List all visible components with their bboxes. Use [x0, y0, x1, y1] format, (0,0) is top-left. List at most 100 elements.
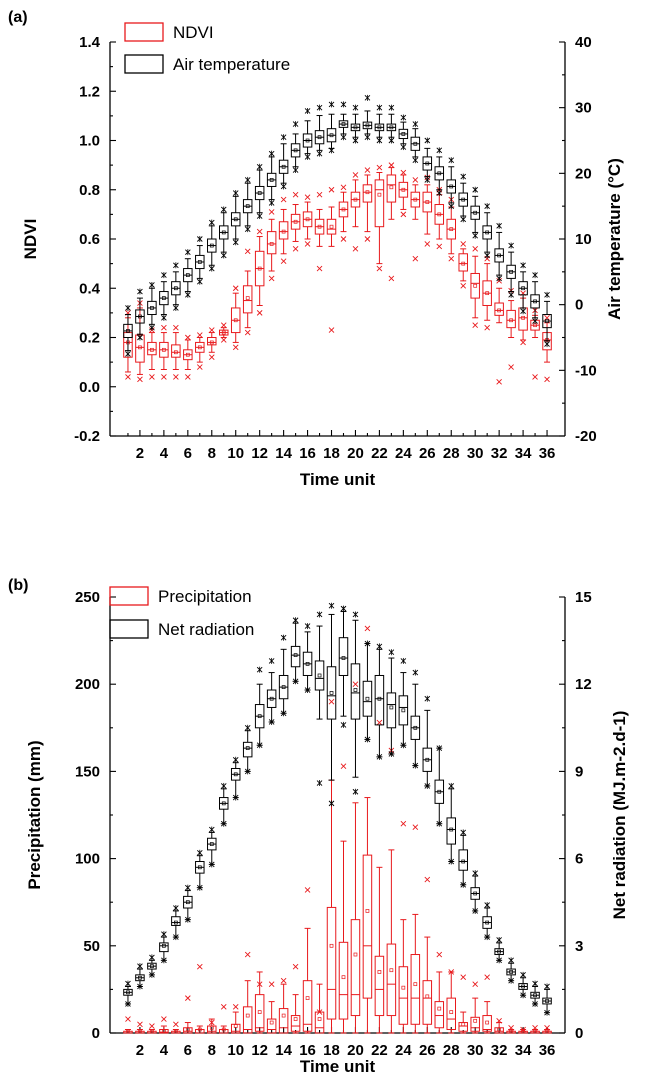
box-25	[410, 824, 421, 1034]
box-7	[195, 236, 205, 285]
mean-marker	[221, 230, 226, 235]
y-right-tick-label: 6	[575, 851, 583, 868]
x-tick-label: 34	[515, 1042, 532, 1059]
x-tick-label: 2	[136, 445, 144, 462]
mean-marker	[521, 984, 525, 989]
box-24	[398, 114, 409, 151]
mean-marker	[281, 229, 286, 234]
mean-marker	[521, 286, 525, 291]
x-tick-label: 34	[515, 445, 532, 462]
max-marker	[520, 1026, 526, 1033]
mean-marker	[485, 291, 490, 296]
mean-marker	[257, 266, 262, 271]
mean-marker	[162, 943, 166, 948]
x-tick-label: 6	[184, 1042, 192, 1059]
mean-marker	[497, 253, 501, 258]
box-2	[135, 963, 145, 990]
box-iqr	[326, 906, 337, 1020]
mean-marker	[509, 1029, 513, 1034]
mean-marker	[473, 210, 478, 215]
chart-panel-0: (a) -0.2 0.0 0.2 0.4 0.6 0.8 1.0 1.2 1.4 -20 -10 0 10…	[8, 9, 624, 489]
mean-marker	[425, 161, 430, 166]
mean-marker	[485, 1020, 490, 1025]
box-iqr	[410, 954, 421, 1025]
min-marker	[232, 344, 239, 351]
y-right-tick-label: 3	[575, 938, 583, 955]
legend-label: Precipitation	[158, 587, 252, 606]
box-14	[278, 134, 289, 190]
mean-marker	[209, 243, 214, 248]
max-marker	[328, 186, 335, 193]
min-marker	[292, 246, 299, 252]
min-marker	[173, 374, 179, 380]
min-marker	[208, 354, 215, 361]
box-26	[422, 174, 433, 247]
box-14	[278, 634, 289, 717]
box-7	[195, 849, 205, 891]
box-iqr	[458, 253, 468, 272]
y-right-tick-label: 40	[575, 34, 592, 51]
min-marker	[196, 364, 203, 370]
box-iqr	[242, 285, 253, 314]
y-left-tick-label: 0.0	[79, 379, 100, 396]
y-right-tick-label: -10	[575, 362, 597, 379]
box-20	[350, 681, 361, 1034]
legend-label: Air temperature	[173, 55, 290, 74]
box-35	[530, 1024, 540, 1034]
box-14	[278, 977, 289, 1034]
mean-marker	[353, 688, 358, 692]
x-tick-label: 12	[251, 1042, 268, 1059]
mean-marker	[545, 319, 549, 323]
min-marker	[352, 246, 359, 252]
box-14	[278, 196, 289, 264]
box-25	[410, 177, 421, 262]
min-marker	[328, 327, 335, 333]
mean-marker	[413, 982, 418, 987]
mean-marker	[185, 900, 190, 905]
max-marker	[232, 285, 239, 292]
mean-marker	[305, 138, 310, 143]
mean-marker	[174, 350, 178, 355]
mean-marker	[437, 1006, 442, 1011]
box-16	[302, 623, 313, 694]
box-19	[338, 184, 349, 242]
mean-marker	[509, 318, 513, 323]
min-marker	[400, 211, 407, 218]
max-marker	[304, 194, 311, 200]
box-11	[242, 176, 253, 233]
max-marker	[256, 228, 263, 235]
mean-marker	[365, 909, 370, 913]
mean-marker	[365, 190, 370, 195]
legend-swatch	[124, 22, 164, 42]
mean-marker	[233, 1024, 238, 1028]
box-23	[386, 649, 397, 757]
x-tick-label: 24	[395, 1042, 412, 1059]
box-iqr	[254, 994, 265, 1032]
max-marker	[388, 162, 395, 168]
mean-marker	[485, 920, 490, 925]
mean-marker	[365, 123, 370, 128]
box-16	[302, 107, 313, 160]
mean-marker	[353, 952, 358, 957]
min-marker	[460, 282, 467, 289]
box-6	[183, 995, 193, 1034]
box-iqr	[171, 916, 181, 926]
x-tick-label: 30	[467, 445, 484, 462]
mean-marker	[497, 949, 501, 954]
mean-marker	[341, 975, 346, 980]
box-11	[242, 248, 253, 336]
mean-marker	[437, 212, 442, 217]
box-18	[326, 186, 337, 333]
box-35	[530, 980, 540, 1007]
box-17	[314, 104, 325, 157]
box-iqr	[458, 1022, 468, 1032]
max-marker	[232, 1004, 239, 1010]
max-marker	[352, 681, 359, 688]
box-23	[386, 162, 397, 282]
y-left-tick-label: 200	[75, 676, 100, 693]
min-marker	[436, 243, 443, 250]
box-15	[290, 121, 301, 174]
box-6	[183, 884, 193, 923]
box-19	[338, 605, 349, 728]
